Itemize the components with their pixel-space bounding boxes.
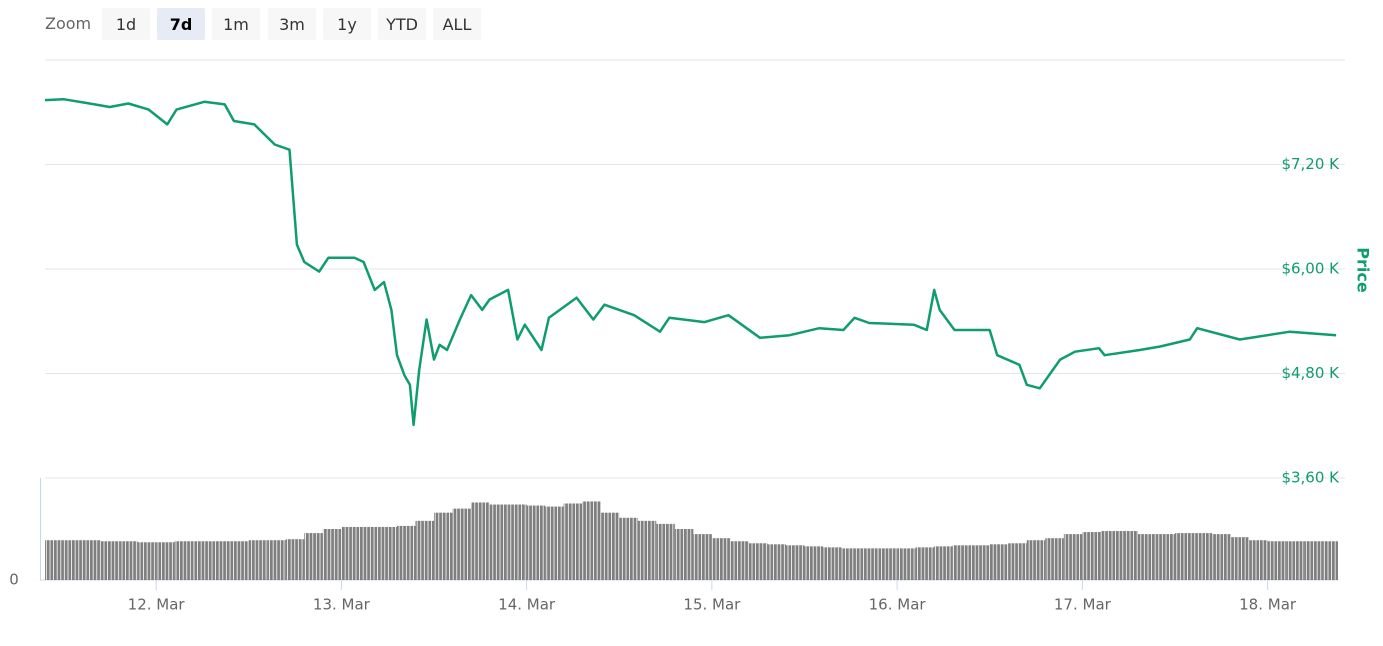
volume-bar bbox=[1230, 537, 1250, 580]
volume-bar bbox=[434, 512, 453, 580]
volume-bar bbox=[1267, 541, 1287, 580]
volume-bar bbox=[637, 520, 657, 580]
volume-bar bbox=[415, 520, 435, 580]
volume-bar bbox=[82, 540, 101, 580]
volume-bar bbox=[322, 529, 342, 580]
volume-bar bbox=[656, 523, 675, 580]
volume-bar bbox=[285, 539, 305, 580]
volume-bar bbox=[396, 525, 416, 580]
volume-bar bbox=[119, 541, 138, 580]
x-tick-label: 16. Mar bbox=[869, 596, 927, 614]
volume-bar bbox=[545, 506, 564, 580]
y-tick-label: $7,20 K bbox=[1281, 155, 1340, 173]
volume-bar bbox=[841, 548, 861, 580]
range-button[interactable]: 7d bbox=[157, 8, 205, 40]
volume-bar bbox=[952, 545, 972, 580]
volume-bar bbox=[63, 540, 83, 580]
volume-bar bbox=[989, 544, 1009, 580]
volume-bar bbox=[156, 542, 175, 580]
range-button[interactable]: 1d bbox=[102, 8, 150, 40]
volume-bar bbox=[563, 503, 583, 580]
volume-bar bbox=[359, 526, 379, 580]
volume-bar bbox=[804, 546, 824, 580]
volume-bar bbox=[582, 501, 601, 580]
volume-bar bbox=[230, 541, 249, 580]
volume-bar bbox=[860, 548, 879, 580]
price-line bbox=[44, 97, 1337, 427]
volume-bar bbox=[1137, 534, 1157, 580]
range-button[interactable]: 3m bbox=[268, 8, 316, 40]
x-tick-label: 17. Mar bbox=[1054, 596, 1112, 614]
volume-bar bbox=[452, 508, 472, 580]
volume-bar bbox=[1026, 540, 1046, 580]
volume-bar bbox=[1008, 543, 1027, 580]
volume-bar bbox=[878, 548, 898, 580]
volume-bar bbox=[1082, 532, 1101, 580]
y-tick-label: $6,00 K bbox=[1281, 260, 1340, 278]
y-tick-label: 0 bbox=[9, 571, 19, 589]
volume-bar bbox=[1174, 533, 1194, 580]
volume-bar bbox=[45, 540, 64, 580]
volume-bar bbox=[100, 541, 120, 580]
volume-bar bbox=[1119, 531, 1138, 580]
volume-bar bbox=[748, 543, 768, 580]
volume-bar bbox=[785, 545, 805, 580]
range-button[interactable]: 1m bbox=[212, 8, 260, 40]
volume-bar bbox=[1304, 541, 1324, 580]
x-tick-label: 12. Mar bbox=[128, 596, 186, 614]
volume-bar bbox=[193, 541, 212, 580]
volume-bar bbox=[174, 541, 194, 580]
range-button[interactable]: ALL bbox=[433, 8, 481, 40]
volume-bar bbox=[1323, 541, 1338, 580]
volume-bar bbox=[489, 504, 509, 580]
volume-bar bbox=[1045, 538, 1064, 580]
volume-bar bbox=[1212, 534, 1231, 580]
range-button[interactable]: YTD bbox=[378, 8, 426, 40]
volume-bar bbox=[823, 547, 842, 580]
volume-bar bbox=[619, 517, 638, 580]
volume-bar bbox=[730, 541, 749, 580]
volume-bar bbox=[341, 526, 360, 580]
volume-bar bbox=[1156, 534, 1175, 580]
volume-bar bbox=[1100, 531, 1120, 580]
volume-bar bbox=[897, 548, 916, 580]
volume-bar bbox=[693, 534, 712, 580]
volume-bar bbox=[711, 538, 731, 580]
volume-bar bbox=[767, 544, 786, 580]
y-tick-label: $4,80 K bbox=[1281, 364, 1340, 382]
volume-bar bbox=[915, 547, 935, 580]
zoom-label: Zoom bbox=[45, 14, 92, 33]
x-tick-label: 18. Mar bbox=[1239, 596, 1297, 614]
volume-bar bbox=[137, 542, 157, 580]
volume-bar bbox=[471, 502, 490, 580]
volume-bar bbox=[1286, 541, 1305, 580]
volume-bar bbox=[211, 541, 231, 580]
x-tick-label: 15. Mar bbox=[683, 596, 741, 614]
volume-bar bbox=[934, 546, 953, 580]
volume-bar bbox=[378, 526, 397, 580]
volume-bar bbox=[248, 540, 268, 580]
volume-bar bbox=[304, 533, 323, 580]
y-axis-title: Price bbox=[1354, 247, 1373, 293]
volume-bar bbox=[526, 505, 546, 580]
volume-bar bbox=[1063, 534, 1083, 580]
x-tick-label: 13. Mar bbox=[313, 596, 371, 614]
volume-bar bbox=[971, 545, 990, 580]
x-tick-label: 14. Mar bbox=[498, 596, 556, 614]
range-button[interactable]: 1y bbox=[323, 8, 371, 40]
y-tick-label: $3,60 K bbox=[1281, 469, 1340, 487]
volume-bar bbox=[267, 540, 286, 580]
volume-bar bbox=[1193, 533, 1213, 580]
volume-bar bbox=[1249, 540, 1268, 580]
volume-bar bbox=[674, 529, 694, 580]
volume-bar bbox=[508, 504, 527, 580]
volume-bar bbox=[600, 512, 620, 580]
